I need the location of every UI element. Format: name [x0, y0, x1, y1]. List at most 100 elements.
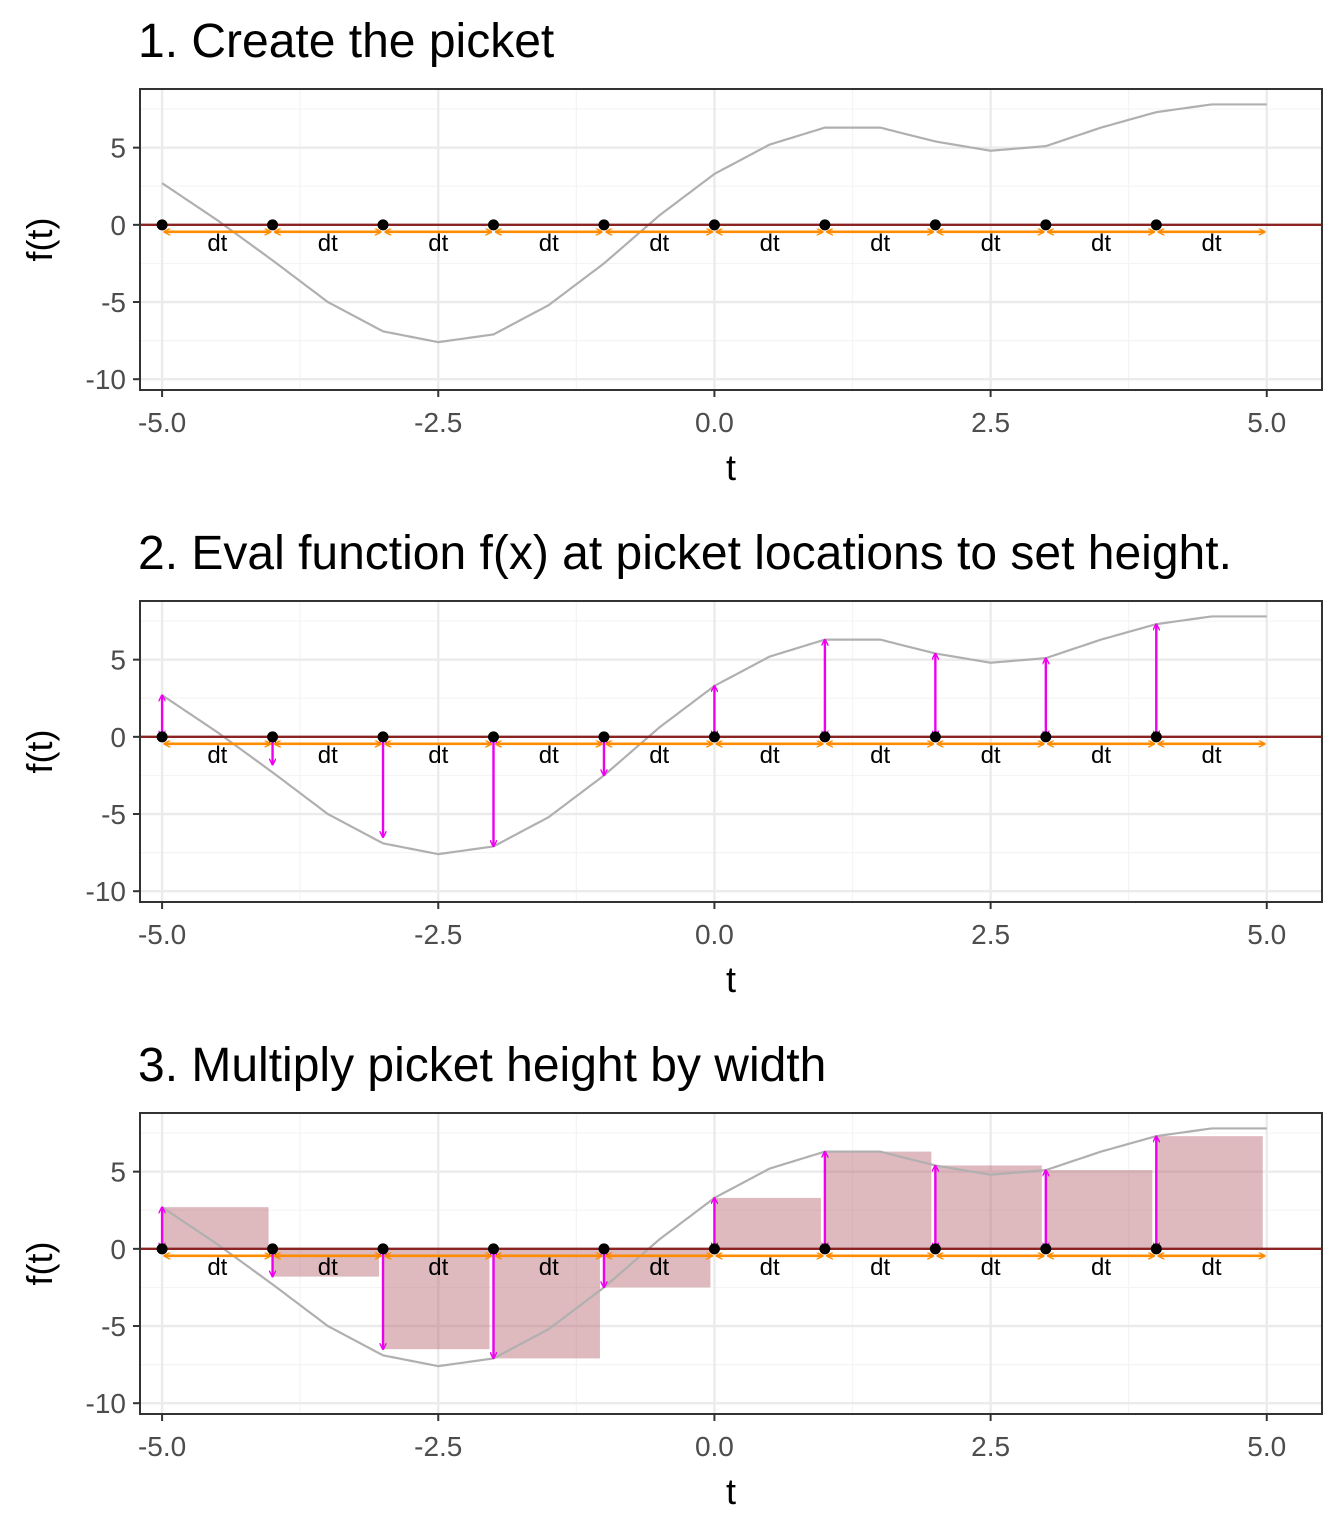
dt-label: dt	[1202, 230, 1222, 257]
picket-point	[487, 1243, 499, 1255]
dt-label: dt	[318, 1254, 338, 1281]
picket-point	[708, 1243, 720, 1255]
picket-point	[377, 219, 389, 231]
plot-area: dt dt dt dt dt dt dt dt dt dt	[140, 1113, 1322, 1414]
function-curve	[161, 103, 1267, 344]
x-axis-title: t	[726, 1471, 736, 1512]
dt-label: dt	[1202, 1254, 1222, 1281]
dt-label: dt	[428, 1254, 448, 1281]
x-tick-label: -2.5	[414, 919, 462, 950]
picket-bar	[714, 1197, 821, 1249]
dt-label: dt	[649, 230, 669, 257]
picket-bar	[935, 1165, 1042, 1249]
panel-border	[139, 600, 1323, 903]
dt-label: dt	[318, 742, 338, 769]
plot-area: dt dt dt dt dt dt dt dt dt dt	[140, 601, 1322, 902]
x-tick-label: 0.0	[695, 1431, 734, 1462]
plot-area: dt dt dt dt dt dt dt dt dt dt	[140, 89, 1322, 390]
x-tick-label: -5.0	[138, 407, 186, 438]
picket-point	[1150, 219, 1162, 231]
dt-label: dt	[870, 1254, 890, 1281]
picket-point	[929, 731, 941, 743]
x-tick-label: 2.5	[971, 1431, 1010, 1462]
picket-point	[708, 219, 720, 231]
y-tick-label: -10	[86, 1388, 126, 1419]
dt-label: dt	[1091, 1254, 1111, 1281]
picket-point	[929, 1243, 941, 1255]
picket-point	[156, 219, 168, 231]
y-tick-label: -5	[101, 287, 126, 318]
dt-label: dt	[207, 230, 227, 257]
y-tick-label: 5	[110, 133, 126, 164]
x-tick-label: -5.0	[138, 1431, 186, 1462]
picket-point	[156, 731, 168, 743]
picket-point	[708, 731, 720, 743]
picket-bar	[1045, 1170, 1153, 1249]
dt-label: dt	[1091, 230, 1111, 257]
x-tick-label: 5.0	[1247, 407, 1286, 438]
dt-label: dt	[760, 1254, 780, 1281]
dt-label: dt	[1202, 742, 1222, 769]
dt-label: dt	[649, 1254, 669, 1281]
picket-point	[598, 219, 610, 231]
chart-panel-2: 2. Eval function f(x) at picket location…	[19, 527, 1323, 1000]
x-axis-title: t	[726, 959, 736, 1000]
y-tick-label: 5	[110, 1157, 126, 1188]
y-axis-title: f(t)	[19, 730, 60, 774]
dt-label: dt	[870, 742, 890, 769]
picket-point	[487, 219, 499, 231]
picket-point	[267, 1243, 279, 1255]
dt-label: dt	[207, 742, 227, 769]
picket-point	[1150, 1243, 1162, 1255]
x-tick-label: -2.5	[414, 1431, 462, 1462]
x-tick-label: 2.5	[971, 407, 1010, 438]
x-tick-label: 5.0	[1247, 919, 1286, 950]
x-tick-label: 5.0	[1247, 1431, 1286, 1462]
dt-label: dt	[1091, 742, 1111, 769]
x-tick-label: 0.0	[695, 919, 734, 950]
dt-label: dt	[539, 1254, 559, 1281]
panel-border	[139, 88, 1323, 391]
y-tick-label: -5	[101, 799, 126, 830]
x-tick-label: 0.0	[695, 407, 734, 438]
panel-border	[139, 1112, 1323, 1415]
dt-label: dt	[539, 230, 559, 257]
picket-point	[1040, 731, 1052, 743]
picket-point	[1040, 219, 1052, 231]
dt-label: dt	[981, 742, 1001, 769]
picket-point	[1040, 1243, 1052, 1255]
picket-point	[377, 731, 389, 743]
x-axis-title: t	[726, 447, 736, 488]
dt-label: dt	[649, 742, 669, 769]
dt-label: dt	[760, 230, 780, 257]
chart-title: 3. Multiply picket height by width	[138, 1039, 826, 1092]
x-tick-label: 2.5	[971, 919, 1010, 950]
picket-bar	[824, 1151, 932, 1249]
dt-label: dt	[428, 742, 448, 769]
picket-point	[1150, 731, 1162, 743]
picket-point	[598, 1243, 610, 1255]
picket-point	[377, 1243, 389, 1255]
picket-point	[267, 731, 279, 743]
picket-point	[819, 1243, 831, 1255]
y-axis-title: f(t)	[19, 1242, 60, 1286]
picket-point	[267, 219, 279, 231]
dt-label: dt	[318, 230, 338, 257]
chart-title: 2. Eval function f(x) at picket location…	[138, 527, 1232, 580]
x-tick-label: -2.5	[414, 407, 462, 438]
picket-bar	[383, 1248, 490, 1350]
dt-label: dt	[207, 1254, 227, 1281]
y-axis-title: f(t)	[19, 218, 60, 262]
y-tick-label: 0	[110, 722, 126, 753]
dt-label: dt	[760, 742, 780, 769]
dt-label: dt	[981, 1254, 1001, 1281]
picket-point	[819, 731, 831, 743]
y-tick-label: -10	[86, 876, 126, 907]
dt-label: dt	[428, 230, 448, 257]
y-tick-label: 0	[110, 1234, 126, 1265]
chart-title: 1. Create the picket	[138, 15, 554, 68]
